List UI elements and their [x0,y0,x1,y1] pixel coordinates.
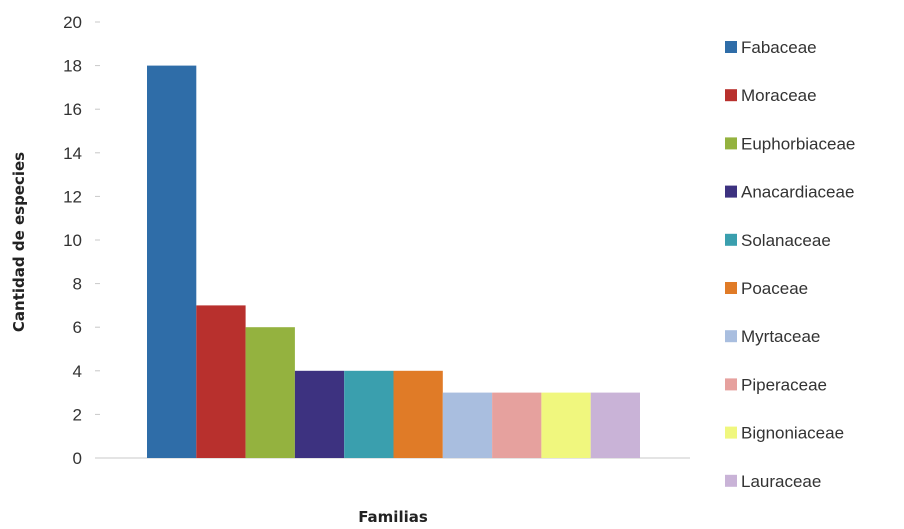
legend-label-bignoniaceae: Bignoniaceae [741,424,844,443]
x-axis-title: Familias [358,508,428,526]
legend-swatch-fabaceae [725,41,737,53]
legend-label-poaceae: Poaceae [741,279,808,298]
bar-moraceae [196,305,246,458]
bar-fabaceae [147,65,197,458]
legend-label-anacardiaceae: Anacardiaceae [741,183,854,202]
bar-lauraceae [590,392,640,458]
y-tick-label: 0 [73,449,82,468]
y-axis: 0 2 4 6 8 10 12 14 16 18 20 [63,13,690,468]
legend-label-moraceae: Moraceae [741,86,817,105]
legend-label-myrtaceae: Myrtaceae [741,327,820,346]
bars-group [147,65,640,458]
legend-swatch-lauraceae [725,474,737,487]
bar-solanaceae [344,370,394,458]
legend-swatch-solanaceae [725,233,737,246]
legend-label-lauraceae: Lauraceae [741,472,821,491]
y-tick-label: 4 [73,362,82,381]
y-tick-label: 16 [63,100,82,119]
y-tick-label: 8 [73,275,82,294]
y-axis-title: Cantidad de especies [10,152,28,332]
legend-swatch-bignoniaceae [725,426,737,439]
legend-swatch-moraceae [725,89,737,102]
y-tick-label: 18 [63,57,82,76]
bar-anacardiaceae [294,370,345,458]
legend-swatch-euphorbiaceae [725,137,737,150]
bar-myrtaceae [442,392,493,458]
bar-piperaceae [492,392,542,458]
bar-bignoniaceae [541,392,591,458]
legend-label-euphorbiaceae: Euphorbiaceae [741,134,855,153]
y-tick-label: 6 [73,318,82,337]
legend-swatch-anacardiaceae [725,185,737,198]
legend-swatch-myrtaceae [725,330,737,343]
y-tick-label: 20 [63,13,82,32]
legend-label-solanaceae: Solanaceae [741,231,831,250]
y-tick-label: 2 [73,405,82,424]
bar-euphorbiaceae [245,327,295,458]
bar-poaceae [393,370,443,458]
y-tick-label: 14 [63,144,82,163]
legend-label-fabaceae: Fabaceae [741,38,817,57]
legend-label-piperaceae: Piperaceae [741,375,827,394]
y-tick-label: 10 [63,231,82,250]
legend-swatch-piperaceae [725,378,737,391]
legend: Fabaceae Moraceae Euphorbiaceae Anacardiace… [725,38,855,491]
y-tick-label: 12 [63,187,82,206]
legend-swatch-poaceae [725,282,737,294]
